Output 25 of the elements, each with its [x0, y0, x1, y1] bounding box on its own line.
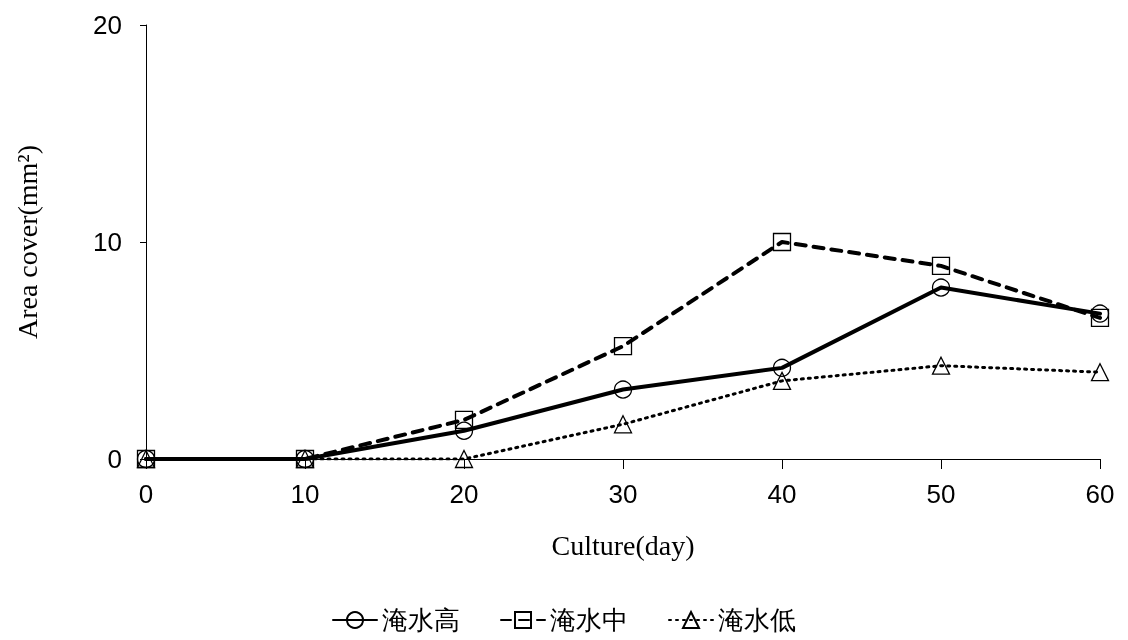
point	[613, 415, 633, 434]
legend-label: 淹水低	[718, 605, 796, 635]
x-tick-label: 0	[138, 479, 154, 509]
y-tick-label: 20	[93, 10, 122, 40]
point	[772, 371, 792, 391]
y-tick-label: 0	[107, 444, 122, 474]
x-tick-label: 40	[767, 479, 797, 509]
point	[1090, 308, 1110, 328]
x-tick-label: 20	[449, 479, 479, 509]
point	[454, 410, 474, 430]
point	[931, 356, 951, 375]
legend-label: 淹水高	[382, 605, 460, 635]
point	[1090, 363, 1110, 382]
x-tick-label: 10	[290, 479, 320, 509]
x-tick-label: 50	[926, 479, 956, 509]
x-axis-title: Culture(day)	[551, 529, 695, 561]
y-axis-title: Area cover(mm²)	[11, 144, 43, 340]
point	[454, 449, 474, 469]
point	[931, 256, 951, 276]
y-tick-label: 10	[93, 227, 122, 257]
point	[772, 232, 792, 252]
x-tick-label: 30	[608, 479, 638, 509]
point	[613, 337, 633, 356]
legend-label: 淹水中	[550, 605, 628, 635]
x-tick-label: 60	[1085, 479, 1115, 509]
